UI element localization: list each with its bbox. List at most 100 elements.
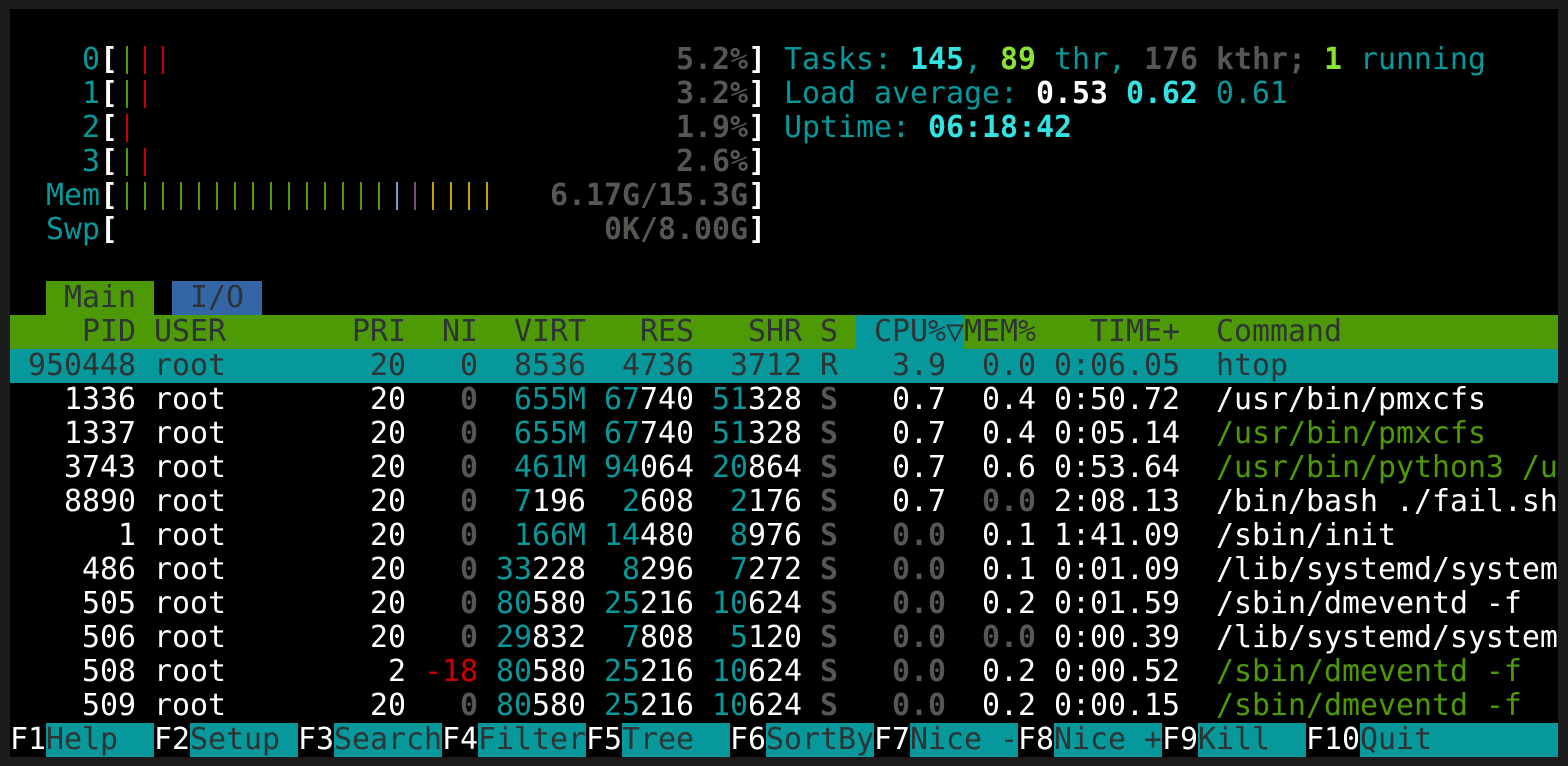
cell-mem: 0.4 — [982, 383, 1036, 417]
tab-main[interactable]: Main — [46, 281, 154, 315]
meter-label: 0 — [82, 43, 100, 77]
cell-s: S — [820, 553, 838, 587]
cell-user: root — [154, 587, 226, 621]
cell-virt: 33228 — [496, 553, 586, 587]
fkey-label-quit[interactable]: Quit — [1360, 723, 1558, 757]
fkey-f10[interactable]: F10 — [1306, 723, 1360, 757]
cell-ni: 0 — [460, 621, 478, 655]
column-user[interactable]: USER — [154, 315, 226, 349]
cell-ni: 0 — [460, 519, 478, 553]
meter-bars — [118, 43, 172, 77]
cell-res: 2608 — [622, 485, 694, 519]
cell-pri: 20 — [370, 349, 406, 383]
fkey-f3[interactable]: F3 — [298, 723, 334, 757]
fkey-label-filter[interactable]: Filter — [478, 723, 586, 757]
tasks-info: Tasks: 145, 89 thr, 176 kthr; 1 running — [784, 43, 1486, 77]
process-row[interactable]: 486 root 20 0 33228 8296 7272 S 0.0 0.1 0:01.09/li… — [10, 553, 1558, 587]
meter-label: Mem — [46, 179, 100, 213]
cell-virt: 80580 — [496, 655, 586, 689]
fkey-label-tree[interactable]: Tree — [622, 723, 730, 757]
cell-shr: 51328 — [712, 417, 802, 451]
column-command[interactable]: Command — [1216, 315, 1342, 349]
fkey-f4[interactable]: F4 — [442, 723, 478, 757]
fkey-f1[interactable]: F1 — [10, 723, 46, 757]
process-row[interactable]: 509 root 20 0 80580 25216 10624 S 0.0 0.2 0:00.15 /… — [10, 689, 1558, 723]
load-15min: 0.61 — [1215, 76, 1288, 111]
process-row[interactable]: 1 root 20 0 166M 14480 8976 S 0.0 0.1 1:41.09/sbin… — [10, 519, 1558, 553]
cell-cpu: 0.0 — [892, 621, 946, 655]
htop-terminal: 0[5.2%] 1[3.2%] 2[1.9%] 3[2.6%] Mem[6.17G/15… — [10, 9, 1558, 757]
cell-command: /lib/systemd/system — [1216, 553, 1558, 587]
fkey-f9[interactable]: F9 — [1162, 723, 1198, 757]
column-time[interactable]: TIME+ — [1090, 315, 1180, 349]
process-row[interactable]: 3743 root 20 0 461M 94064 20864 S 0.7 0.6 0:53.64 /… — [10, 451, 1558, 485]
fkey-label-kill[interactable]: Kill — [1198, 723, 1306, 757]
bar-segment — [118, 145, 136, 179]
fkey-label-help[interactable]: Help — [46, 723, 154, 757]
cell-pri: 20 — [370, 553, 406, 587]
bar-segment — [226, 179, 244, 213]
cell-shr: 8976 — [730, 519, 802, 553]
fkey-label-nice[interactable]: Nice + — [1054, 723, 1162, 757]
fkey-f5[interactable]: F5 — [586, 723, 622, 757]
cell-ni: 0 — [460, 553, 478, 587]
cell-mem: 0.2 — [982, 655, 1036, 689]
bracket-close: ] — [748, 77, 766, 111]
load-average-line: Load average: 0.53 0.62 0.61 — [10, 77, 1558, 111]
cell-mem: 0.4 — [982, 417, 1036, 451]
column-shr[interactable]: SHR — [748, 315, 802, 349]
bar-segment — [460, 179, 478, 213]
column-pri[interactable]: PRI — [352, 315, 406, 349]
cell-virt: 655M — [514, 383, 586, 417]
selected-process-row[interactable]: 950448 root 20 0 8536 4736 3712 R 3.9 0.0 0:06.05 h… — [10, 349, 1558, 383]
uptime-value: 06:18:42 — [927, 110, 1072, 145]
bar-segment — [244, 179, 262, 213]
cell-time: 1:41.09 — [1054, 519, 1180, 553]
cell-time: 0:50.72 — [1054, 383, 1180, 417]
cell-pri: 2 — [388, 655, 406, 689]
fkey-f7[interactable]: F7 — [874, 723, 910, 757]
cell-mem: 0.2 — [982, 587, 1036, 621]
column-pid[interactable]: PID — [82, 315, 136, 349]
fkey-f2[interactable]: F2 — [154, 723, 190, 757]
cell-command: /usr/bin/pmxcfs — [1216, 417, 1486, 451]
tab-io[interactable]: I/O — [172, 281, 262, 315]
cell-user: root — [154, 621, 226, 655]
cell-res: 25216 — [604, 587, 694, 621]
column-virt[interactable]: VIRT — [514, 315, 586, 349]
process-row[interactable]: 508 root 2 -18 80580 25216 10624 S 0.0 0.2 0:00.52… — [10, 655, 1558, 689]
fkey-label-setup[interactable]: Setup — [190, 723, 298, 757]
column-res[interactable]: RES — [640, 315, 694, 349]
cell-mem: 0.6 — [982, 451, 1036, 485]
cell-time: 0:05.14 — [1054, 417, 1180, 451]
column-cpu[interactable]: CPU%▽ — [874, 315, 964, 349]
meter-value: 1.9% — [676, 111, 748, 145]
fkey-label-sortby[interactable]: SortBy — [766, 723, 874, 757]
cell-time: 0:00.39 — [1054, 621, 1180, 655]
cell-res: 67740 — [604, 383, 694, 417]
process-row[interactable]: 8890 root 20 0 7196 2608 2176 S 0.7 0.0 2:08.13/bi… — [10, 485, 1558, 519]
fkey-label-search[interactable]: Search — [334, 723, 442, 757]
bar-segment — [478, 179, 496, 213]
cell-pid: 3743 — [64, 451, 136, 485]
cell-time: 0:00.52 — [1054, 655, 1180, 689]
cell-pid: 1337 — [64, 417, 136, 451]
fkey-label-nice[interactable]: Nice - — [910, 723, 1018, 757]
bracket-close: ] — [748, 43, 766, 77]
bar-segment — [154, 43, 172, 77]
bar-segment — [316, 179, 334, 213]
cell-shr: 10624 — [712, 655, 802, 689]
fkey-f6[interactable]: F6 — [730, 723, 766, 757]
column-s[interactable]: S — [820, 315, 838, 349]
column-mem[interactable]: MEM% — [964, 315, 1036, 349]
process-row[interactable]: 1336 root 20 0 655M 67740 51328 S 0.7 0.4 0:50.72 /… — [10, 383, 1558, 417]
bracket-open: [ — [100, 77, 118, 111]
process-row[interactable]: 505 root 20 0 80580 25216 10624 S 0.0 0.2 0:01.59 /… — [10, 587, 1558, 621]
process-row[interactable]: 1337 root 20 0 655M 67740 51328 S 0.7 0.4 0:05.14 /… — [10, 417, 1558, 451]
process-row[interactable]: 506 root 20 0 29832 7808 5120 S 0.0 0.0 0:00.39/li… — [10, 621, 1558, 655]
column-ni[interactable]: NI — [442, 315, 478, 349]
fkey-f8[interactable]: F8 — [1018, 723, 1054, 757]
cell-mem: 0.0 — [982, 485, 1036, 519]
bar-segment — [118, 43, 136, 77]
uptime-line: Uptime: 06:18:42 — [10, 111, 1558, 145]
